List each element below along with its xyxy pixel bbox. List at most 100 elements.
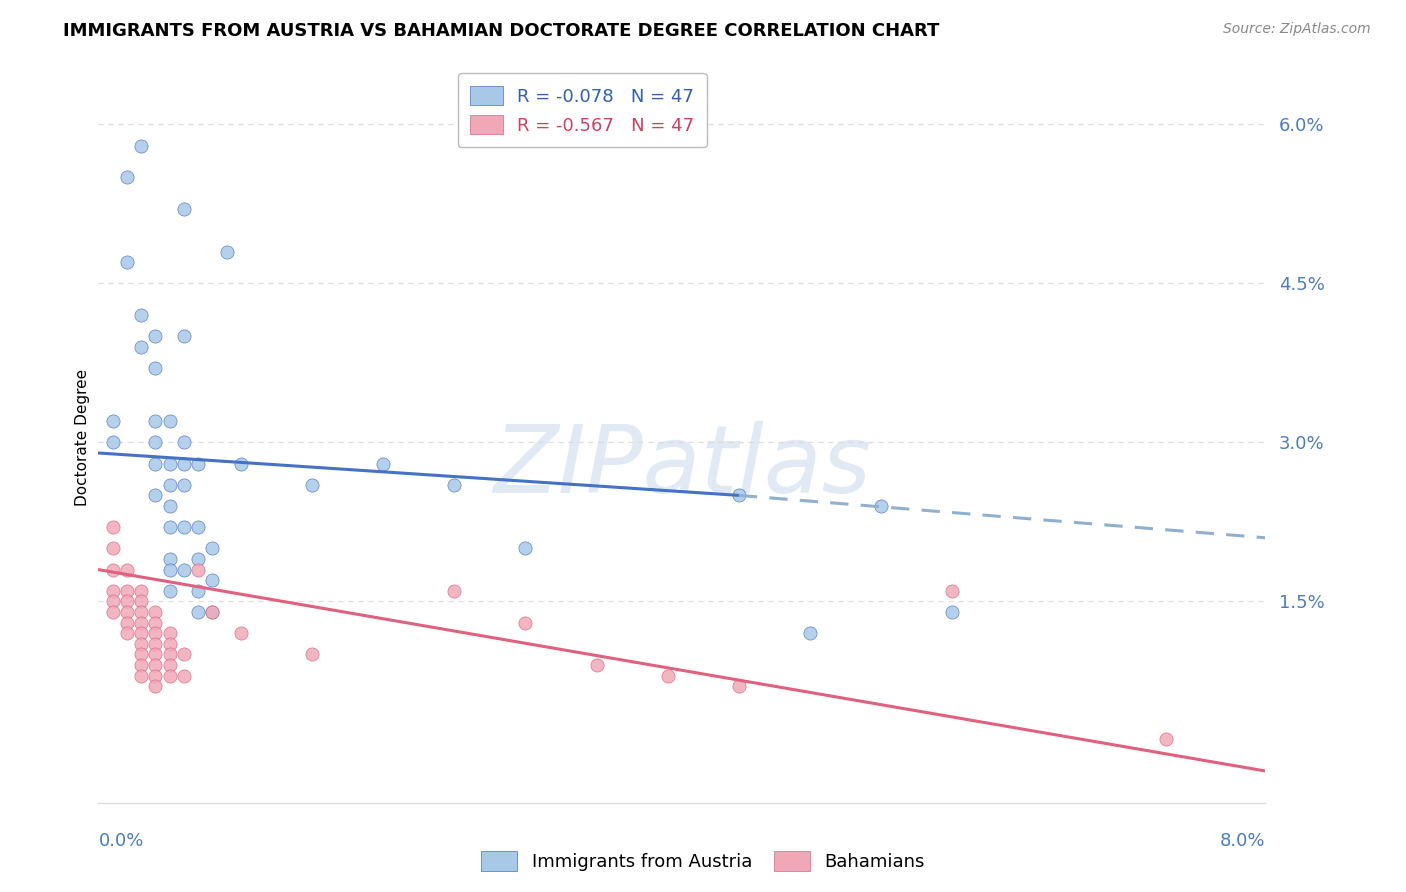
Point [173, 520, 195, 534]
Point [115, 255, 138, 269]
Point [201, 605, 224, 619]
Point [143, 414, 166, 428]
Point [187, 563, 209, 577]
Legend: Immigrants from Austria, Bahamians: Immigrants from Austria, Bahamians [474, 844, 932, 879]
Point [101, 541, 124, 556]
Point [173, 648, 195, 662]
Point [101, 563, 124, 577]
Point [173, 435, 195, 450]
Point [159, 499, 181, 513]
Point [159, 648, 181, 662]
Point [143, 648, 166, 662]
Point [143, 488, 166, 502]
Point [215, 244, 238, 259]
Point [173, 563, 195, 577]
Point [129, 658, 152, 673]
Point [870, 499, 893, 513]
Point [799, 626, 821, 640]
Point [129, 637, 152, 651]
Point [187, 605, 209, 619]
Text: 0.0%: 0.0% [98, 832, 143, 850]
Point [585, 658, 607, 673]
Point [515, 615, 537, 630]
Point [129, 648, 152, 662]
Point [159, 583, 181, 598]
Point [1154, 732, 1177, 747]
Point [143, 668, 166, 682]
Point [941, 583, 963, 598]
Point [159, 626, 181, 640]
Point [443, 477, 465, 491]
Point [129, 594, 152, 608]
Point [143, 361, 166, 376]
Point [229, 457, 252, 471]
Point [229, 626, 252, 640]
Point [101, 594, 124, 608]
Point [173, 668, 195, 682]
Point [727, 488, 749, 502]
Point [143, 605, 166, 619]
Point [143, 637, 166, 651]
Point [143, 679, 166, 693]
Text: ZIPatlas: ZIPatlas [494, 421, 870, 512]
Point [173, 457, 195, 471]
Point [129, 308, 152, 322]
Point [101, 520, 124, 534]
Point [143, 457, 166, 471]
Point [129, 583, 152, 598]
Point [101, 583, 124, 598]
Text: 8.0%: 8.0% [1220, 832, 1265, 850]
Point [159, 668, 181, 682]
Point [301, 648, 323, 662]
Point [159, 658, 181, 673]
Point [515, 541, 537, 556]
Point [115, 615, 138, 630]
Point [129, 605, 152, 619]
Point [173, 477, 195, 491]
Point [115, 594, 138, 608]
Point [159, 414, 181, 428]
Point [371, 457, 394, 471]
Point [187, 552, 209, 566]
Point [187, 583, 209, 598]
Point [173, 329, 195, 343]
Point [143, 615, 166, 630]
Point [129, 138, 152, 153]
Point [129, 668, 152, 682]
Point [727, 679, 749, 693]
Point [143, 626, 166, 640]
Point [187, 520, 209, 534]
Point [159, 457, 181, 471]
Point [159, 552, 181, 566]
Point [443, 583, 465, 598]
Text: Source: ZipAtlas.com: Source: ZipAtlas.com [1223, 22, 1371, 37]
Point [187, 457, 209, 471]
Point [143, 658, 166, 673]
Point [143, 435, 166, 450]
Point [115, 563, 138, 577]
Point [201, 605, 224, 619]
Text: IMMIGRANTS FROM AUSTRIA VS BAHAMIAN DOCTORATE DEGREE CORRELATION CHART: IMMIGRANTS FROM AUSTRIA VS BAHAMIAN DOCT… [63, 22, 939, 40]
Point [129, 626, 152, 640]
Point [941, 605, 963, 619]
Point [115, 626, 138, 640]
Point [159, 563, 181, 577]
Point [159, 637, 181, 651]
Y-axis label: Doctorate Degree: Doctorate Degree [75, 368, 90, 506]
Point [143, 329, 166, 343]
Point [101, 605, 124, 619]
Point [129, 615, 152, 630]
Point [101, 435, 124, 450]
Point [159, 477, 181, 491]
Point [115, 170, 138, 185]
Point [101, 414, 124, 428]
Point [129, 340, 152, 354]
Legend: R = -0.078   N = 47, R = -0.567   N = 47: R = -0.078 N = 47, R = -0.567 N = 47 [457, 73, 707, 147]
Point [201, 541, 224, 556]
Point [657, 668, 679, 682]
Point [115, 605, 138, 619]
Point [115, 583, 138, 598]
Point [301, 477, 323, 491]
Point [159, 520, 181, 534]
Point [201, 573, 224, 587]
